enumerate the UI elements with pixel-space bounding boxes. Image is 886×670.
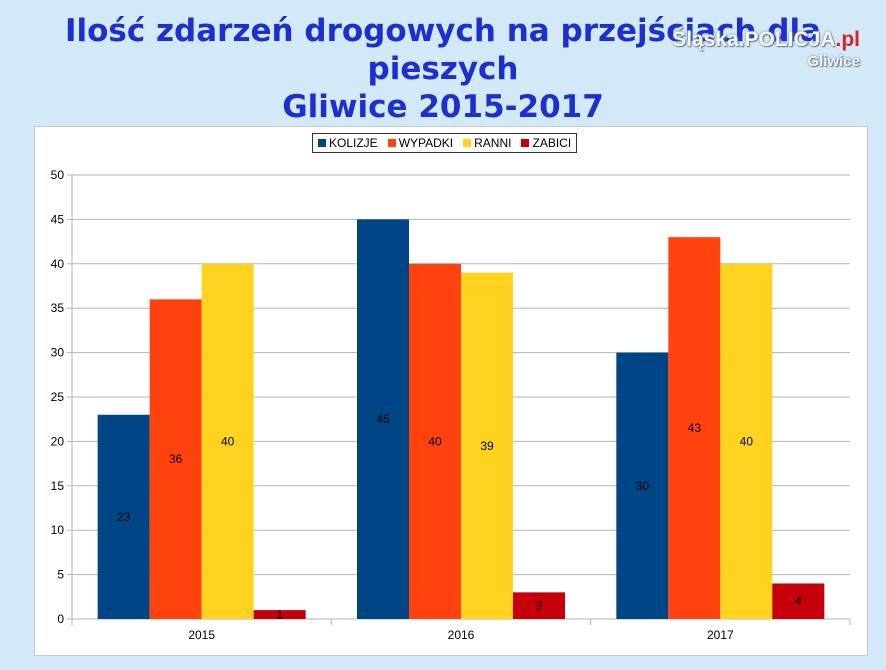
legend-item-wypadki: WYPADKI — [387, 136, 454, 150]
bar-ranni-2016 — [461, 272, 513, 619]
police-logo-watermark: Śląska.POLICJA.pl Gliwice — [672, 28, 860, 72]
data-label: 30 — [636, 479, 650, 493]
y-tick-label: 35 — [51, 301, 65, 315]
data-label: 40 — [428, 434, 442, 448]
watermark-main-text: Śląska.POLICJA — [672, 28, 836, 51]
data-label: 40 — [740, 434, 754, 448]
legend-label: WYPADKI — [398, 136, 454, 150]
legend-swatch — [463, 139, 472, 147]
x-category-label: 2017 — [707, 628, 734, 642]
y-tick-label: 30 — [51, 346, 65, 360]
watermark-sub: Gliwice — [807, 53, 860, 70]
bar-zabici-2015 — [253, 610, 306, 619]
bar-zabici-2017 — [772, 583, 825, 619]
data-label: 3 — [536, 599, 543, 613]
bar-wypadki-2015 — [149, 299, 202, 619]
y-tick-label: 40 — [51, 257, 65, 271]
data-label: 43 — [688, 421, 702, 435]
y-tick-label: 25 — [51, 390, 65, 404]
legend-swatch — [387, 139, 396, 147]
y-tick-label: 15 — [51, 479, 65, 493]
legend-swatch — [521, 139, 530, 147]
x-category-label: 2016 — [448, 628, 475, 642]
bar-zabici-2016 — [513, 592, 565, 619]
chart-title-line1: Ilość zdarzeń drogowych na przejściach d… — [64, 13, 822, 87]
legend-swatch — [318, 139, 326, 147]
bar-wypadki-2017 — [668, 237, 721, 619]
data-label: 40 — [221, 434, 235, 448]
bar-kolizje-2016 — [357, 219, 409, 619]
watermark-main: Śląska.POLICJA.pl — [672, 28, 860, 52]
legend-label: KOLIZJE — [329, 136, 378, 150]
chart-title: Ilość zdarzeń drogowych na przejściach d… — [0, 12, 886, 126]
y-tick-label: 10 — [51, 523, 65, 537]
legend-item-zabici: ZABICI — [521, 136, 571, 150]
chart-title-line2: Gliwice 2015-2017 — [282, 89, 604, 125]
data-label: 23 — [117, 510, 131, 524]
data-label: 4 — [795, 594, 802, 608]
bar-ranni-2017 — [720, 263, 773, 619]
chart-legend: KOLIZJE WYPADKI RANNI ZABICI — [312, 133, 578, 153]
legend-label: ZABICI — [532, 136, 572, 150]
y-tick-label: 50 — [51, 168, 65, 182]
bar-wypadki-2016 — [409, 263, 461, 619]
legend-label: RANNI — [474, 136, 512, 150]
y-tick-label: 5 — [57, 568, 64, 582]
data-label: 1 — [276, 608, 283, 622]
data-label: 39 — [480, 439, 494, 453]
data-label: 36 — [169, 452, 183, 466]
legend-item-ranni: RANNI — [463, 136, 511, 150]
bar-kolizje-2015 — [97, 414, 150, 619]
y-tick-label: 20 — [51, 434, 65, 448]
bar-ranni-2015 — [201, 263, 254, 619]
data-label: 45 — [376, 412, 390, 426]
watermark-tld: .pl — [835, 28, 861, 51]
x-category-label: 2015 — [188, 628, 215, 642]
y-tick-label: 0 — [57, 612, 64, 626]
y-tick-label: 45 — [51, 212, 65, 226]
bar-kolizje-2017 — [616, 352, 669, 619]
legend-item-kolizje: KOLIZJE — [318, 136, 378, 150]
